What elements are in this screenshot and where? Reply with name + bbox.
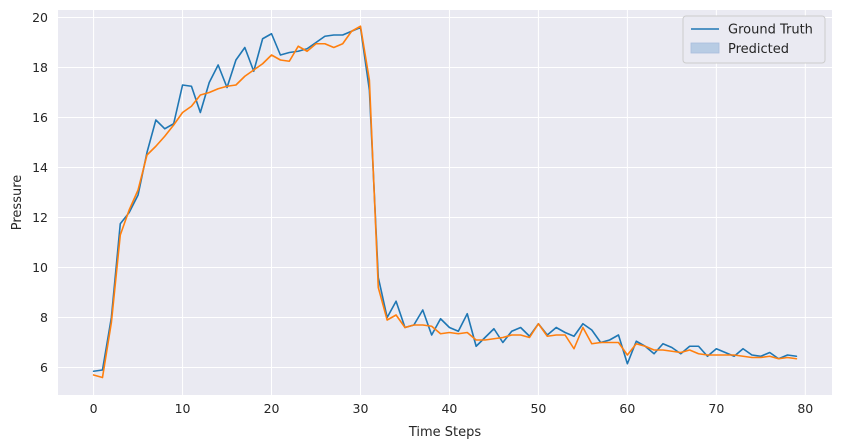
series-line-predicted [92, 25, 798, 379]
legend: Ground Truth Predicted [682, 15, 826, 64]
x-tick-label: 70 [708, 401, 724, 416]
legend-swatch-predicted [690, 42, 720, 54]
y-tick-label: 6 [40, 360, 48, 375]
y-tick-label: 20 [32, 10, 48, 25]
x-tick-label: 60 [619, 401, 635, 416]
x-axis-title: Time Steps [408, 425, 482, 440]
legend-label-ground-truth: Ground Truth [728, 23, 813, 38]
x-tick-label: 0 [90, 401, 98, 416]
axis-ticks: 0 10 20 30 40 50 60 70 80 6 8 10 12 14 16 18 20 [32, 10, 813, 416]
y-tick-label: 18 [32, 60, 48, 75]
x-tick-label: 50 [530, 401, 546, 416]
y-tick-label: 16 [32, 110, 48, 125]
y-tick-label: 8 [40, 310, 48, 325]
y-axis-title: Pressure [10, 175, 25, 231]
series-lines [92, 25, 798, 379]
y-tick-label: 12 [32, 210, 48, 225]
x-tick-label: 20 [264, 401, 280, 416]
x-tick-label: 40 [441, 401, 457, 416]
x-tick-label: 30 [353, 401, 369, 416]
grid-lines [58, 10, 832, 395]
plot-area [58, 10, 832, 395]
x-tick-label: 10 [175, 401, 191, 416]
y-tick-label: 14 [32, 160, 48, 175]
legend-label-predicted: Predicted [728, 42, 789, 57]
y-tick-label: 10 [32, 260, 48, 275]
x-tick-label: 80 [797, 401, 813, 416]
